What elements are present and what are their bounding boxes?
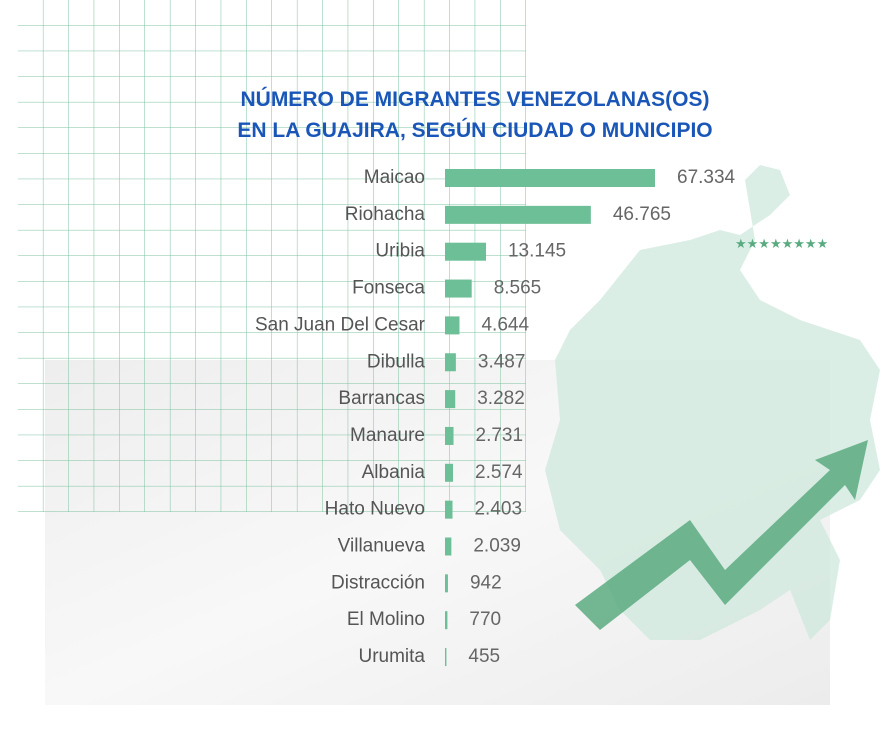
category-label: El Molino [347,609,425,630]
star-decoration: ★★★★★★★★ [735,236,828,251]
category-label: Manaure [350,425,425,446]
bar [445,611,448,630]
bar-chart: Maicao 67.334 Riohacha 46.765 Uribia 13.145 Fo… [255,167,736,667]
title-line: EN LA GUAJIRA, SEGÚN CIUDAD O MUNICIPIO [237,118,712,142]
value-label: 2.574 [475,462,523,483]
category-label: Fonseca [352,278,425,299]
category-label: Maicao [364,167,425,188]
value-label: 3.282 [477,388,525,409]
bar [445,316,460,335]
stars: ★★★★★★★★ [735,236,828,251]
value-label: 770 [469,609,501,630]
bar [445,463,454,482]
bar [445,242,486,261]
bar [445,500,453,519]
value-label: 13.145 [508,241,566,262]
category-label: Hato Nuevo [325,499,425,520]
value-label: 455 [468,646,500,667]
value-label: 67.334 [677,167,736,188]
arrow [575,440,868,630]
value-label: 2.403 [474,499,522,520]
category-label: Distracción [331,572,425,593]
bar [445,426,454,445]
bar [445,169,655,187]
value-label: 942 [470,572,502,593]
bar [445,537,452,556]
category-label: Villanueva [338,536,426,557]
value-label: 8.565 [494,278,542,299]
grid-decoration [18,0,526,512]
category-label: Riohacha [345,204,426,225]
value-label: 46.765 [613,204,671,225]
bar [445,574,448,593]
category-label: San Juan Del Cesar [255,314,426,335]
value-label: 2.039 [473,536,521,557]
bar [445,390,456,409]
category-label: Dibulla [367,351,426,372]
category-label: Albania [362,462,426,483]
value-label: 2.731 [476,425,524,446]
category-label: Uribia [375,241,425,262]
bar [445,353,456,372]
title-line: NÚMERO DE MIGRANTES VENEZOLANAS(OS) [240,87,709,111]
bar [445,648,447,667]
value-label: 3.487 [478,351,526,372]
value-label: 4.644 [481,314,529,335]
category-label: Urumita [358,646,425,667]
bar [445,279,472,298]
category-label: Barrancas [338,388,425,409]
bar [445,205,591,224]
